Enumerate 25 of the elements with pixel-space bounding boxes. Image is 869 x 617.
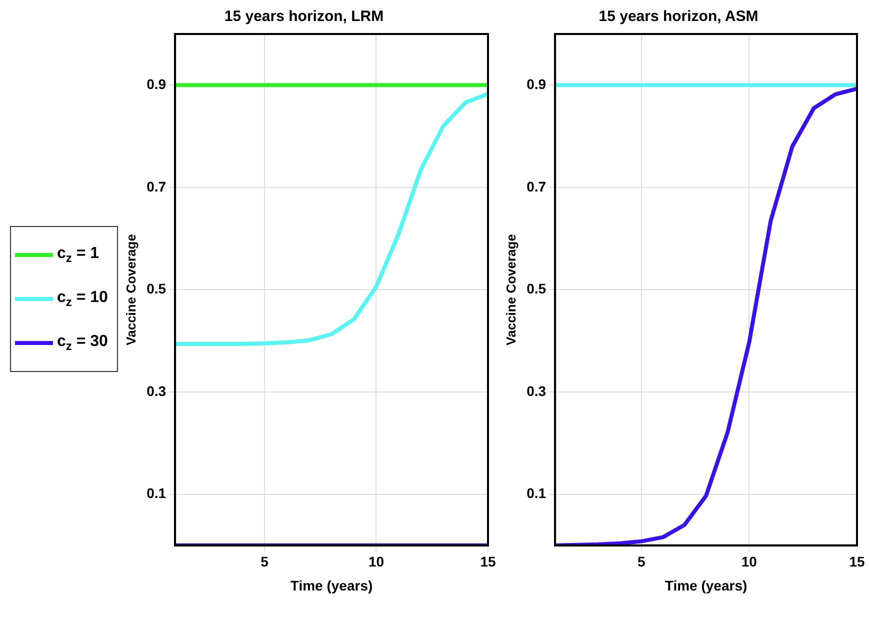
chart-title: 15 years horizon, LRM — [224, 8, 384, 26]
y-tick-label: 0.1 — [526, 485, 546, 502]
x-tick-label: 15 — [480, 554, 496, 570]
y-tick-label: 0.9 — [146, 76, 166, 92]
legend-label: c$_{z}$ = 30 — [57, 332, 108, 354]
y-tick-label: 0.5 — [526, 280, 546, 297]
x-axis-title: Time (years) — [290, 577, 373, 594]
legend-label: c$_{z}$ = 10 — [57, 288, 108, 310]
y-tick-label: 0.1 — [146, 485, 166, 502]
y-tick-label: 0.5 — [146, 280, 166, 297]
x-tick-label: 15 — [849, 554, 865, 570]
y-tick-label: 0.7 — [526, 178, 546, 194]
y-tick-label: 0.3 — [146, 382, 166, 399]
x-tick-label: 10 — [741, 554, 758, 570]
legend-label: c$_{z}$ = 1 — [57, 244, 100, 266]
y-tick-label: 0.3 — [526, 382, 546, 399]
chart-title: 15 years horizon, ASM — [598, 8, 758, 26]
y-tick-label: 0.9 — [526, 76, 546, 92]
y-axis-title: Vaccine Coverage — [503, 234, 518, 346]
x-tick-label: 5 — [260, 554, 269, 570]
x-tick-label: 10 — [368, 554, 384, 570]
y-tick-label: 0.7 — [146, 178, 166, 194]
x-axis-title: Time (years) — [664, 577, 748, 594]
x-tick-label: 5 — [637, 554, 646, 570]
y-axis-title: Vaccine Coverage — [123, 234, 138, 346]
